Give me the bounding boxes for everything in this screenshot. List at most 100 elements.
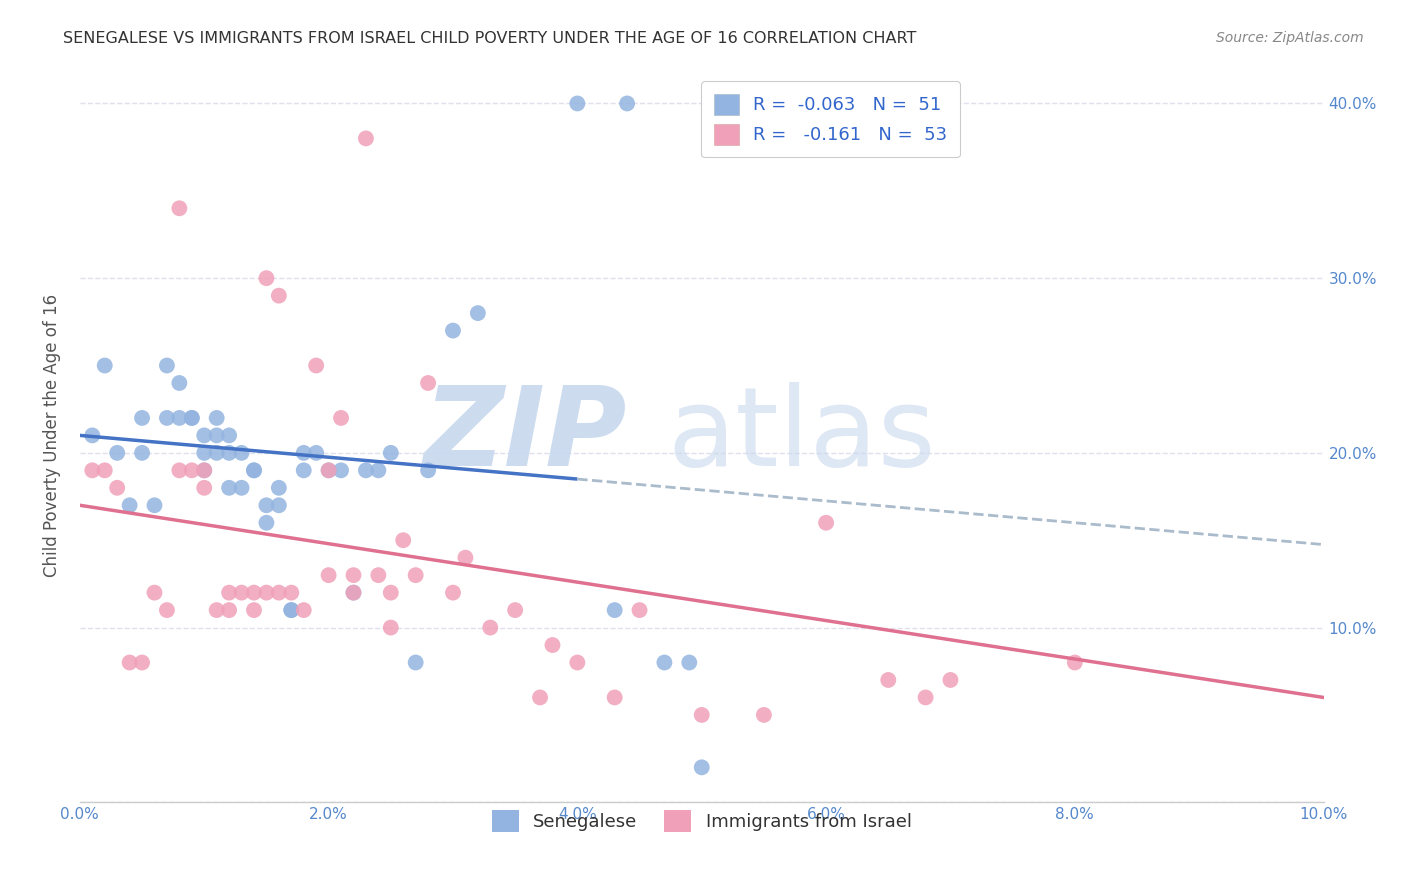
Point bbox=[354, 463, 377, 477]
Point bbox=[529, 690, 551, 705]
Point bbox=[254, 271, 277, 285]
Point bbox=[180, 463, 202, 477]
Point bbox=[416, 463, 439, 477]
Point bbox=[93, 359, 115, 373]
Text: ZIP: ZIP bbox=[423, 382, 627, 489]
Point bbox=[914, 690, 936, 705]
Point bbox=[205, 446, 228, 460]
Point bbox=[193, 428, 215, 442]
Point bbox=[330, 411, 353, 425]
Point bbox=[105, 446, 128, 460]
Point bbox=[603, 690, 626, 705]
Point bbox=[318, 463, 340, 477]
Point bbox=[143, 585, 166, 599]
Legend: Senegalese, Immigrants from Israel: Senegalese, Immigrants from Israel bbox=[479, 797, 925, 845]
Point bbox=[131, 411, 153, 425]
Point bbox=[193, 481, 215, 495]
Point bbox=[815, 516, 838, 530]
Point bbox=[380, 621, 402, 635]
Point bbox=[193, 446, 215, 460]
Point bbox=[503, 603, 526, 617]
Point bbox=[292, 446, 315, 460]
Point bbox=[616, 96, 638, 111]
Point bbox=[254, 585, 277, 599]
Point bbox=[752, 707, 775, 722]
Point bbox=[231, 585, 253, 599]
Point bbox=[292, 463, 315, 477]
Point bbox=[143, 498, 166, 512]
Point bbox=[603, 603, 626, 617]
Point bbox=[330, 463, 353, 477]
Point bbox=[193, 463, 215, 477]
Point bbox=[218, 428, 240, 442]
Point bbox=[405, 568, 427, 582]
Point bbox=[567, 96, 589, 111]
Point bbox=[367, 463, 389, 477]
Point bbox=[156, 411, 179, 425]
Point bbox=[267, 481, 290, 495]
Point bbox=[416, 376, 439, 390]
Point bbox=[243, 585, 266, 599]
Point bbox=[156, 603, 179, 617]
Point bbox=[280, 603, 302, 617]
Point bbox=[318, 463, 340, 477]
Point bbox=[342, 585, 364, 599]
Point bbox=[628, 603, 651, 617]
Point bbox=[939, 673, 962, 687]
Point bbox=[118, 656, 141, 670]
Point bbox=[267, 498, 290, 512]
Point bbox=[342, 568, 364, 582]
Point bbox=[180, 411, 202, 425]
Point bbox=[169, 376, 191, 390]
Point bbox=[105, 481, 128, 495]
Point bbox=[690, 760, 713, 774]
Point bbox=[131, 446, 153, 460]
Point bbox=[380, 585, 402, 599]
Point bbox=[218, 481, 240, 495]
Point bbox=[254, 516, 277, 530]
Point bbox=[342, 585, 364, 599]
Point bbox=[405, 656, 427, 670]
Point bbox=[205, 428, 228, 442]
Y-axis label: Child Poverty Under the Age of 16: Child Poverty Under the Age of 16 bbox=[44, 293, 60, 577]
Point bbox=[169, 411, 191, 425]
Point bbox=[454, 550, 477, 565]
Point bbox=[541, 638, 564, 652]
Point bbox=[82, 463, 104, 477]
Point bbox=[354, 131, 377, 145]
Point bbox=[218, 603, 240, 617]
Point bbox=[292, 603, 315, 617]
Point bbox=[82, 428, 104, 442]
Point bbox=[205, 603, 228, 617]
Point bbox=[318, 568, 340, 582]
Point bbox=[218, 585, 240, 599]
Point bbox=[305, 446, 328, 460]
Point bbox=[467, 306, 489, 320]
Point bbox=[169, 463, 191, 477]
Point bbox=[243, 603, 266, 617]
Point bbox=[193, 463, 215, 477]
Point bbox=[205, 411, 228, 425]
Point bbox=[156, 359, 179, 373]
Point bbox=[231, 481, 253, 495]
Point bbox=[218, 446, 240, 460]
Point bbox=[367, 568, 389, 582]
Point bbox=[690, 707, 713, 722]
Point bbox=[380, 446, 402, 460]
Point bbox=[654, 656, 676, 670]
Text: Source: ZipAtlas.com: Source: ZipAtlas.com bbox=[1216, 31, 1364, 45]
Point bbox=[877, 673, 900, 687]
Point bbox=[441, 585, 464, 599]
Point bbox=[267, 288, 290, 302]
Point bbox=[1063, 656, 1085, 670]
Point bbox=[118, 498, 141, 512]
Point bbox=[392, 533, 415, 548]
Point bbox=[678, 656, 700, 670]
Point bbox=[180, 411, 202, 425]
Point bbox=[169, 201, 191, 215]
Text: atlas: atlas bbox=[666, 382, 935, 489]
Point bbox=[93, 463, 115, 477]
Point bbox=[441, 324, 464, 338]
Point bbox=[267, 585, 290, 599]
Point bbox=[254, 498, 277, 512]
